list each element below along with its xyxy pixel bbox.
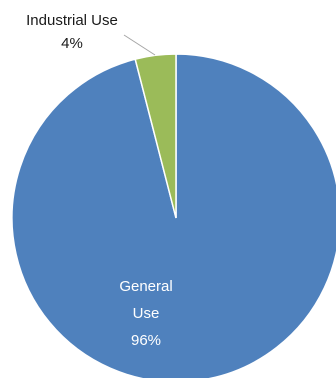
industrial-use-leader-line: [123, 34, 156, 56]
slice-value-industrial-use: 4%: [61, 35, 83, 52]
pie-slices: [11, 53, 336, 378]
slice-label-general-use-line2: Use: [133, 305, 160, 322]
pie-slice-industrial-use: [134, 53, 177, 219]
pie-slice-general-use: [11, 53, 336, 378]
slice-label-general-use-line1: General: [119, 278, 172, 295]
slice-value-general-use: 96%: [131, 332, 161, 349]
slice-label-industrial-use: Industrial Use: [26, 12, 118, 29]
